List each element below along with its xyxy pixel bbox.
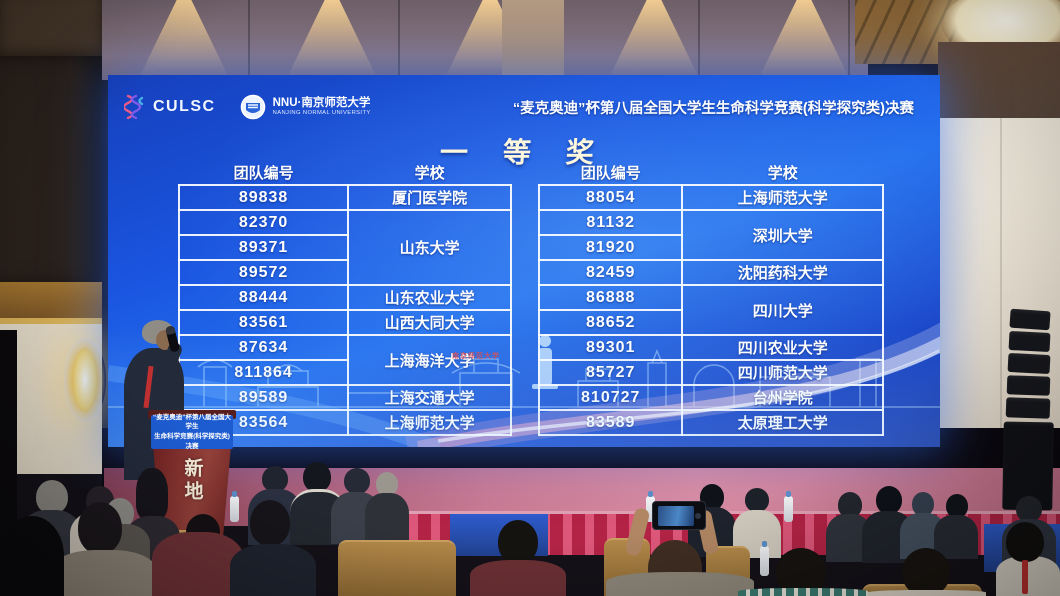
column-header-school: 学校 [414, 165, 445, 182]
school-cell: 沈阳药科大学 [681, 259, 884, 286]
header-row: 团队编号 学校 [539, 161, 883, 185]
school-cell: 山西大同大学 [347, 309, 513, 336]
team-number-cell: 811864 [177, 359, 350, 386]
team-number-cell: 81920 [538, 234, 684, 261]
table-row: 81920 [538, 234, 883, 261]
water-bottle [230, 491, 239, 522]
table-row: 88054 上海师范大学 [538, 184, 884, 211]
nnu-name: NNU·南京师范大学 [272, 97, 371, 110]
table-row: 82370 山东大学 [177, 209, 513, 286]
table-row: 811864 [177, 359, 511, 386]
team-number-cell: 87634 [177, 334, 350, 361]
team-number-cell: 88444 [177, 284, 350, 311]
column-header-team: 团队编号 [580, 165, 641, 182]
water-bottle [646, 491, 655, 522]
table-row: 89371 [177, 234, 511, 261]
team-number-cell: 89589 [177, 384, 350, 411]
table-row: 810727 台州学院 [538, 384, 884, 411]
school-cell: 厦门医学院 [347, 184, 513, 211]
team-number-cell: 82370 [177, 209, 350, 236]
school-cell: 四川大学 [681, 284, 884, 336]
team-number-cell: 88652 [538, 309, 684, 336]
school-cell: 太原理工大学 [681, 409, 884, 436]
nnu-text: NNU·南京师范大学 NANJING NORMAL UNIVERSITY [273, 97, 371, 116]
ceiling-column [502, 0, 564, 80]
wall-sconce-lamp [64, 338, 106, 422]
water-bottle [760, 541, 769, 576]
lectern-calligraphy: 新地 [181, 458, 203, 504]
school-cell: 台州学院 [681, 384, 884, 411]
water-bottle [784, 491, 793, 522]
table-row: 89301 四川农业大学 [538, 334, 884, 361]
team-number-cell: 82459 [538, 259, 684, 286]
line-array-speakers [1000, 308, 1058, 520]
wall-seam [1000, 118, 1002, 483]
table-row: 89589 上海交通大学 [177, 384, 513, 411]
brown-wall-band [938, 42, 1060, 120]
team-number-cell: 89572 [177, 259, 350, 286]
table-row: 88652 [538, 309, 883, 336]
team-number-cell: 810727 [538, 384, 684, 411]
school-cell: 四川师范大学 [681, 359, 884, 386]
gold-trim [0, 318, 102, 324]
school-cell: 山东大学 [347, 209, 513, 286]
left-wood-band [0, 282, 102, 319]
team-number-cell: 81132 [538, 209, 684, 236]
nnu-logo: NNU·南京师范大学 NANJING NORMAL UNIVERSITY [240, 94, 371, 120]
lectern-sign-line1: “麦克奥迪”杯第八届全国大学生 [153, 413, 231, 431]
school-cell: 上海师范大学 [347, 409, 513, 436]
culsc-logo: CULSC [124, 94, 216, 120]
award-tables: 团队编号 学校 89838 厦门医学院 82370 山东大学 89371 89572… [177, 161, 884, 436]
chair-back [338, 540, 456, 596]
lectern-sign: “麦克奥迪”杯第八届全国大学生 生命科学竞赛(科学探究类)决赛 [151, 413, 233, 450]
column-header-team: 团队编号 [233, 165, 294, 182]
lectern-sign-line2: 生命科学竞赛(科学探究类)决赛 [154, 433, 230, 450]
table-row: 88444 山东农业大学 [177, 284, 513, 311]
team-number-cell: 83589 [538, 409, 684, 436]
table-row: 89838 厦门医学院 [177, 184, 513, 211]
column-header-school: 学校 [767, 165, 798, 182]
header-row: 团队编号 学校 [179, 161, 511, 185]
dark-ceiling-corner [0, 0, 102, 60]
team-number-cell: 83561 [177, 309, 350, 336]
culsc-label: CULSC [153, 98, 216, 115]
skyline-seal-text: 南京师范大学 [452, 353, 500, 360]
team-number-cell: 88054 [538, 184, 684, 211]
team-number-cell: 86888 [538, 284, 684, 311]
table-row: 81132 深圳大学 [538, 209, 884, 261]
smartphone [652, 501, 706, 530]
left-wall-panel [0, 56, 102, 284]
school-cell: 山东农业大学 [347, 284, 513, 311]
nnu-badge-icon [240, 94, 265, 120]
school-cell: 四川农业大学 [681, 334, 884, 361]
table-row: 87634 上海海洋大学 [177, 334, 513, 386]
award-table-right: 团队编号 学校 88054 上海师范大学 81132 深圳大学 81920 8245… [538, 161, 884, 436]
school-cell: 深圳大学 [681, 209, 884, 261]
school-cell: 上海师范大学 [681, 184, 884, 211]
school-cell: 上海海洋大学 [347, 334, 513, 386]
ceiling-wall [100, 0, 868, 80]
table-row: 83589 太原理工大学 [538, 409, 884, 436]
team-number-cell: 89301 [538, 334, 684, 361]
school-cell: 上海交通大学 [347, 384, 513, 411]
event-title: “麦克奥迪”杯第八届全国大学生生命科学竞赛(科学探究类)决赛 [512, 100, 914, 117]
phone-screen [658, 506, 694, 526]
table-row: 85727 四川师范大学 [538, 359, 884, 386]
table-row: 89572 [177, 259, 511, 286]
team-number-cell: 89371 [177, 234, 350, 261]
table-row: 86888 四川大学 [538, 284, 884, 336]
table-row: 83561 山西大同大学 [177, 309, 513, 336]
led-screen: CULSC NNU·南京师范大学 NANJING NORMAL UNIVERSI… [108, 75, 940, 447]
award-table-left: 团队编号 学校 89838 厦门医学院 82370 山东大学 89371 89572… [177, 161, 513, 436]
culsc-dna-icon [124, 94, 144, 120]
team-number-cell: 89838 [177, 184, 350, 211]
nnu-subtitle: NANJING NORMAL UNIVERSITY [272, 110, 371, 117]
table-row: 82459 沈阳药科大学 [538, 259, 884, 286]
phone-camera-icon [695, 513, 701, 519]
lectern-top [148, 410, 236, 419]
team-number-cell: 85727 [538, 359, 684, 386]
screen-header: CULSC NNU·南京师范大学 NANJING NORMAL UNIVERSI… [108, 87, 940, 127]
